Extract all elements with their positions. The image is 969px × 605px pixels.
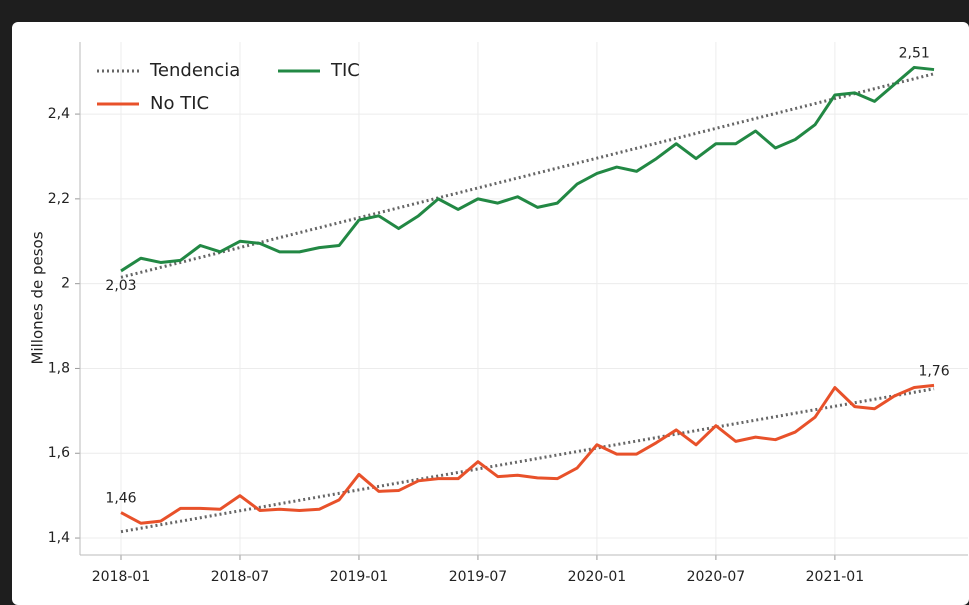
legend-label: Tendencia: [149, 60, 240, 81]
x-tick-label: 2020-01: [568, 569, 627, 585]
x-tick-label: 2019-07: [449, 569, 508, 585]
data-label: 2,03: [105, 278, 136, 294]
data-label: 1,76: [918, 363, 949, 379]
legend-label: TIC: [330, 60, 360, 81]
panel: [12, 22, 969, 605]
y-tick-label: 1,6: [48, 445, 70, 461]
y-axis-label: Millones de pesos: [29, 231, 47, 364]
x-tick-label: 2021-01: [806, 569, 865, 585]
x-tick-label: 2019-01: [330, 569, 389, 585]
y-tick-label: 1,8: [48, 360, 70, 376]
y-tick-label: 1,4: [48, 530, 70, 546]
series-line: [120, 383, 935, 525]
y-tick-label: 2,2: [48, 191, 70, 207]
x-tick-label: 2018-01: [92, 569, 151, 585]
y-tick-label: 2,4: [48, 106, 70, 122]
x-tick-label: 2020-07: [687, 569, 746, 585]
legend-label: No TIC: [150, 93, 209, 114]
series-line: [120, 65, 935, 273]
data-label: 2,51: [899, 45, 930, 61]
x-tick-label: 2018-07: [211, 569, 270, 585]
data-label: 1,46: [105, 491, 136, 507]
y-tick-label: 2: [61, 276, 70, 292]
